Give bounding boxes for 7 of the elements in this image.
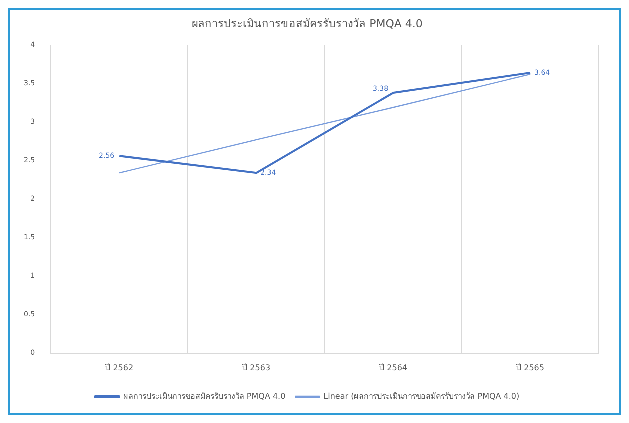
x-tick-label: ปี 2565 xyxy=(516,363,544,372)
x-tick-label: ปี 2564 xyxy=(378,363,408,372)
legend-label: Linear (ผลการประเมินการขอสมัครรับรางวัล PMQA 4.0) xyxy=(324,392,520,402)
x-tick-label: ปี 2563 xyxy=(242,363,271,372)
x-tick-label: ปี 2562 xyxy=(104,363,134,372)
chart-title: ผลการประเมินการขอสมัครรับรางวัล PMQA 4.0 xyxy=(192,17,423,30)
legend-label: ผลการประเมินการขอสมัครรับรางวัล PMQA 4.0 xyxy=(123,392,286,402)
